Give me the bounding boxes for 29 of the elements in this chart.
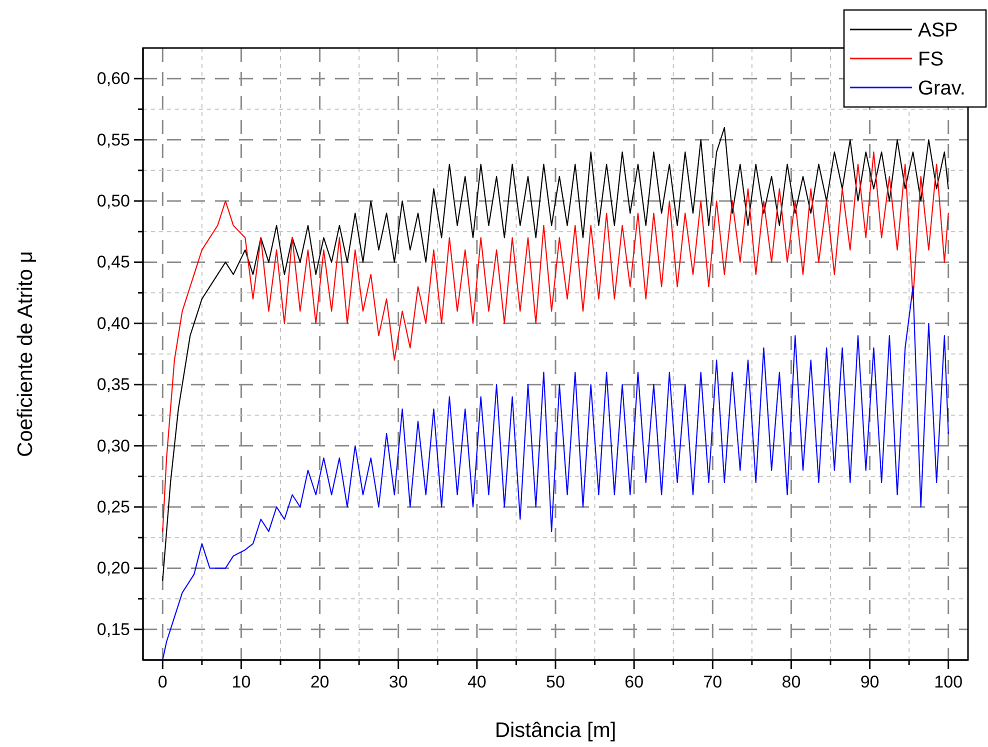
y-tick-label: 0,25 (96, 497, 130, 516)
y-tick-label: 0,45 (96, 252, 130, 272)
y-tick-label: 0,35 (96, 375, 130, 394)
legend-label: ASP (918, 20, 958, 42)
x-tick-label: 0 (158, 672, 168, 692)
line-series (162, 151, 949, 532)
x-tick-label: 80 (782, 672, 801, 692)
x-tick-label: 100 (934, 672, 963, 692)
y-tick-label: 0,50 (96, 191, 130, 210)
x-tick-label: 20 (310, 672, 330, 692)
x-tick-label: 60 (624, 672, 644, 692)
y-axis-title: Coeficiente de Atrito μ (14, 251, 37, 457)
x-tick-label: 50 (546, 672, 565, 692)
x-tick-label: 70 (703, 672, 722, 692)
x-tick-label: 90 (860, 672, 880, 692)
legend-label: FS (918, 48, 944, 70)
y-tick-label: 0,55 (96, 130, 130, 150)
x-axis-title: Distância [m] (494, 719, 616, 742)
y-tick-label: 0,30 (96, 436, 130, 456)
legend-label: Grav. (918, 78, 966, 100)
y-tick-label: 0,60 (96, 69, 130, 88)
y-tick-label: 0,15 (96, 620, 130, 639)
line-series (162, 127, 949, 581)
x-tick-label: 30 (388, 672, 408, 692)
y-tick-label: 0,20 (96, 558, 130, 578)
y-tick-label: 0,40 (96, 314, 130, 333)
x-tick-label: 40 (467, 672, 486, 692)
x-tick-label: 10 (232, 672, 251, 692)
line-series (162, 286, 949, 661)
